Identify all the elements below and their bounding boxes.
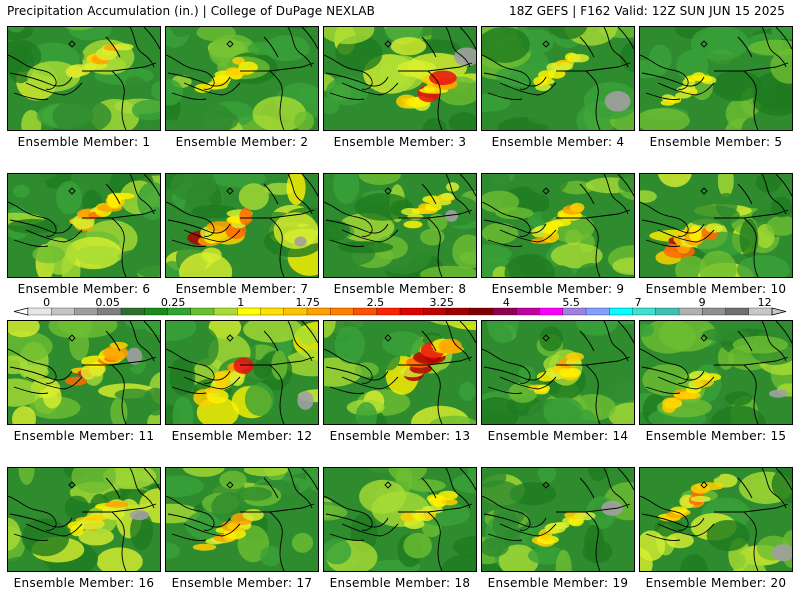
member-map	[481, 173, 635, 278]
member-map	[165, 467, 319, 572]
legend-swatch	[469, 307, 494, 316]
legend-swatch	[283, 307, 308, 316]
legend-swatch	[353, 307, 378, 316]
legend-swatch	[306, 307, 331, 316]
member-map	[165, 320, 319, 425]
legend-swatch	[237, 307, 261, 316]
legend-arrow-left	[14, 307, 29, 316]
member-label: Ensemble Member: 8	[333, 282, 467, 296]
member-map	[639, 467, 793, 572]
member-label: Ensemble Member: 20	[645, 576, 787, 590]
member-label: Ensemble Member: 19	[487, 576, 629, 590]
member-map	[165, 26, 319, 131]
member-label: Ensemble Member: 11	[13, 429, 155, 443]
member-map	[323, 26, 477, 131]
member-map	[7, 173, 161, 278]
legend-swatch	[167, 307, 192, 316]
member-label: Ensemble Member: 4	[491, 135, 625, 149]
member-label: Ensemble Member: 16	[13, 576, 155, 590]
legend-swatch	[446, 307, 471, 316]
member-label: Ensemble Member: 18	[329, 576, 471, 590]
legend-swatch	[51, 307, 75, 316]
legend-swatch	[399, 307, 424, 316]
legend-label: 3.25	[429, 296, 454, 309]
member-label: Ensemble Member: 7	[175, 282, 309, 296]
legend-label: 1	[237, 296, 244, 309]
chart-title: Precipitation Accumulation (in.) | Colle…	[7, 4, 375, 18]
legend-label: 9	[699, 296, 706, 309]
legend-label: 5.5	[562, 296, 580, 309]
legend-swatch	[423, 307, 447, 316]
legend-swatch	[213, 307, 238, 316]
legend-swatch	[120, 307, 145, 316]
run-info: 18Z GEFS | F162 Valid: 12Z SUN JUN 15 20…	[509, 4, 785, 18]
member-map	[639, 26, 793, 131]
member-map	[7, 26, 161, 131]
member-label: Ensemble Member: 17	[171, 576, 313, 590]
legend-swatch	[585, 307, 610, 316]
member-map	[7, 320, 161, 425]
member-label: Ensemble Member: 10	[645, 282, 787, 296]
member-map	[481, 26, 635, 131]
legend-swatch	[678, 307, 703, 316]
member-map	[481, 467, 635, 572]
legend-swatch	[632, 307, 657, 316]
legend-swatch	[97, 307, 122, 316]
member-label: Ensemble Member: 9	[491, 282, 625, 296]
legend-label: 4	[503, 296, 510, 309]
legend-swatch	[260, 307, 285, 316]
member-label: Ensemble Member: 5	[649, 135, 783, 149]
member-map	[639, 173, 793, 278]
legend-swatch	[376, 307, 401, 316]
legend-swatch	[516, 307, 540, 316]
member-label: Ensemble Member: 2	[175, 135, 309, 149]
legend-swatch	[539, 307, 564, 316]
legend-label: 1.75	[295, 296, 320, 309]
member-map	[481, 320, 635, 425]
legend-swatch	[190, 307, 215, 316]
legend-swatch	[655, 307, 680, 316]
member-label: Ensemble Member: 1	[17, 135, 151, 149]
legend-swatch	[702, 307, 726, 316]
member-label: Ensemble Member: 12	[171, 429, 313, 443]
legend-swatch	[725, 307, 750, 316]
member-label: Ensemble Member: 6	[17, 282, 151, 296]
legend-swatch	[27, 307, 52, 316]
legend-swatch	[562, 307, 587, 316]
member-map	[639, 320, 793, 425]
legend-label: 0.25	[161, 296, 186, 309]
legend-label: 2.5	[367, 296, 385, 309]
member-map	[323, 467, 477, 572]
legend-swatch	[748, 307, 773, 316]
member-map	[323, 320, 477, 425]
legend-label: 7	[635, 296, 642, 309]
member-map	[7, 467, 161, 572]
legend-swatch	[144, 307, 168, 316]
legend-label: 12	[758, 296, 772, 309]
legend-swatch	[74, 307, 99, 316]
color-legend: 0 0.05 0.25 1 1.75 2.5 3.25 4 5.5 7 9 12	[14, 296, 786, 320]
member-label: Ensemble Member: 15	[645, 429, 787, 443]
member-map	[323, 173, 477, 278]
legend-label: 0	[43, 296, 50, 309]
legend-swatch	[330, 307, 354, 316]
legend-swatch	[609, 307, 633, 316]
legend-arrow-right	[771, 307, 786, 316]
member-label: Ensemble Member: 14	[487, 429, 629, 443]
member-label: Ensemble Member: 13	[329, 429, 471, 443]
member-map	[165, 173, 319, 278]
legend-label: 0.05	[95, 296, 120, 309]
legend-swatch	[492, 307, 517, 316]
member-label: Ensemble Member: 3	[333, 135, 467, 149]
